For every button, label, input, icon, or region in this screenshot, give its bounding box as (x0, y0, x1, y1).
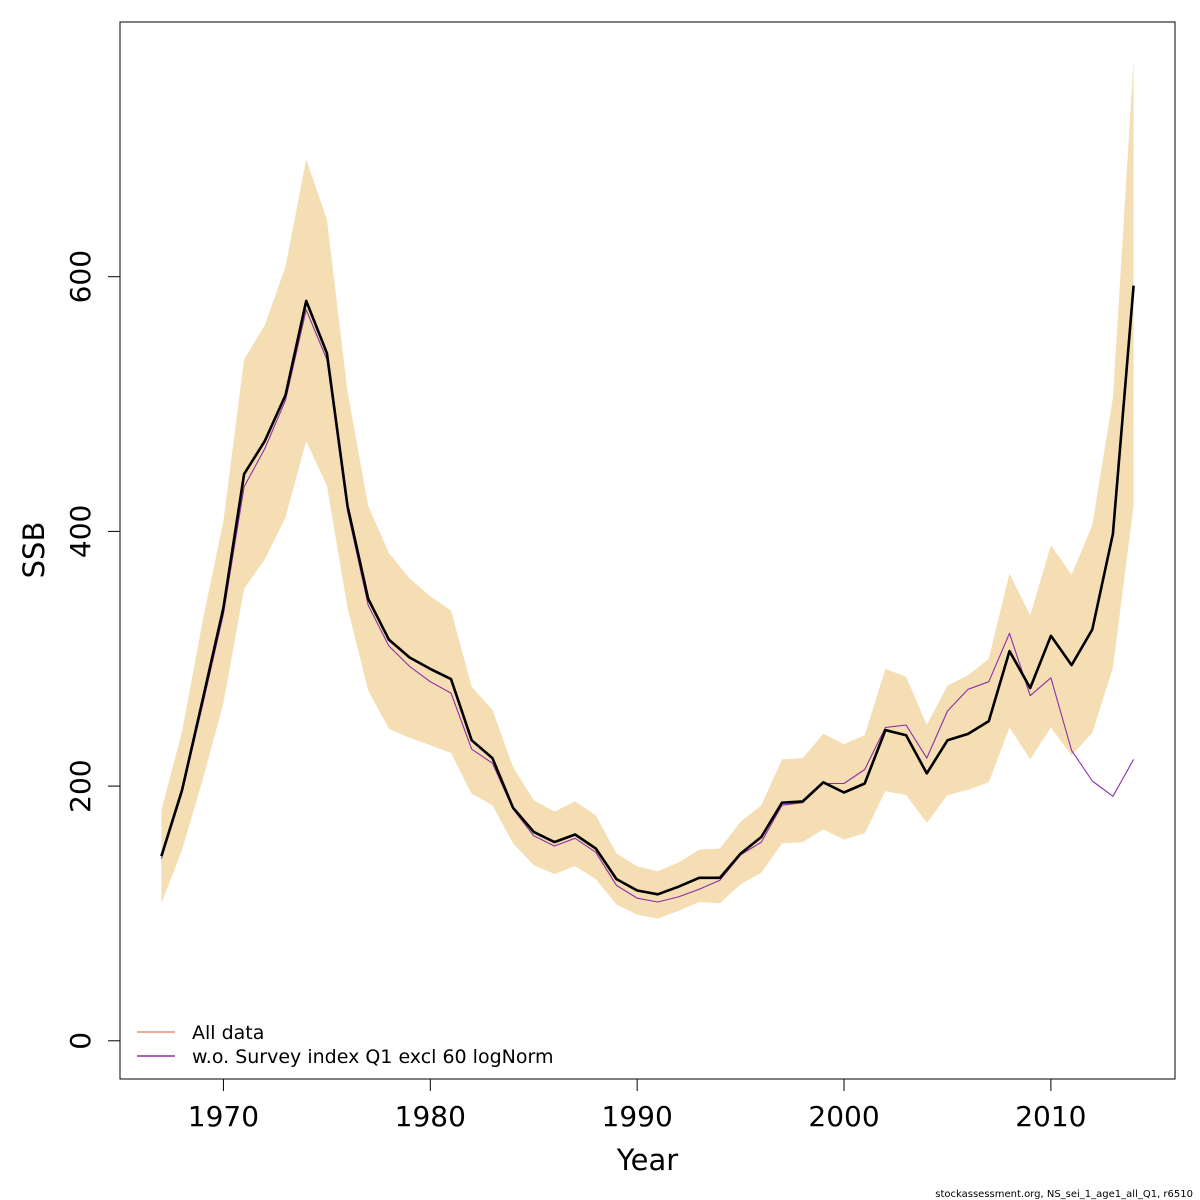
plot-frame (119, 21, 1176, 1080)
series-line-wo-survey (160, 309, 1135, 903)
legend-label-all-data: All data (192, 1022, 264, 1044)
x-axis: 1970 1980 1990 2000 2010 (188, 1078, 1087, 1133)
x-tick-label-1990: 1990 (602, 1100, 673, 1133)
x-axis-title: Year (616, 1143, 678, 1177)
x-tick-label-1980: 1980 (395, 1100, 466, 1133)
x-tick-label-2010: 2010 (1015, 1100, 1086, 1133)
legend: All data w.o. Survey index Q1 excl 60 lo… (137, 1022, 553, 1068)
footer-credit: stockassessment.org, NS_sei_1_age1_all_Q… (935, 1189, 1193, 1200)
y-axis: 0 200 400 600 (64, 250, 120, 1050)
y-tick-label-600: 600 (64, 250, 97, 303)
series-layer (160, 285, 1135, 903)
y-tick-label-400: 400 (64, 505, 97, 558)
series-line-all-data (160, 285, 1135, 896)
y-tick-label-200: 200 (64, 759, 97, 812)
x-tick-label-2000: 2000 (808, 1100, 879, 1133)
confidence-band (161, 60, 1134, 919)
y-tick-label-0: 0 (64, 1032, 97, 1050)
legend-label-wo-survey: w.o. Survey index Q1 excl 60 logNorm (192, 1046, 553, 1068)
x-tick-label-1970: 1970 (188, 1100, 259, 1133)
confidence-band-layer (161, 60, 1134, 919)
y-axis-title: SSB (17, 522, 51, 579)
